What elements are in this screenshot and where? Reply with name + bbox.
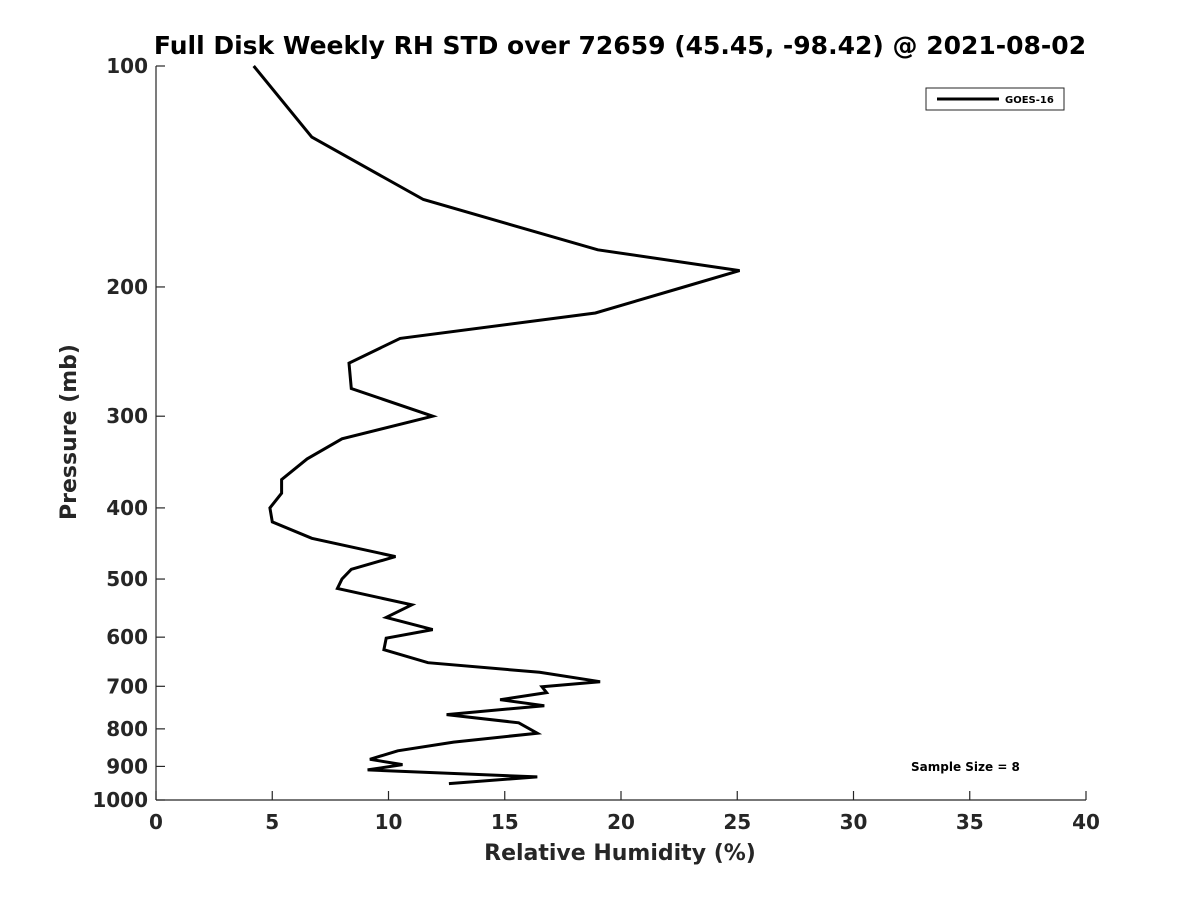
legend-entry-goes-16: GOES-16	[1005, 95, 1054, 106]
y-tick-label: 300	[106, 404, 148, 428]
x-tick-label: 40	[1072, 810, 1100, 834]
y-tick-label: 500	[106, 567, 148, 591]
y-tick-label: 100	[106, 54, 148, 78]
y-axis-label: Pressure (mb)	[57, 344, 82, 520]
x-tick-label: 35	[956, 810, 984, 834]
x-axis-label: Relative Humidity (%)	[484, 841, 756, 866]
y-tick-label: 600	[106, 625, 148, 649]
x-tick-label: 20	[607, 810, 635, 834]
x-tick-label: 25	[723, 810, 751, 834]
y-tick-label: 700	[106, 674, 148, 698]
y-tick-label: 900	[106, 754, 148, 778]
x-axis-ticks: 0 5 10 15 20 25 30 35 40	[149, 791, 1100, 834]
y-tick-label: 200	[106, 275, 148, 299]
y-tick-label: 1000	[92, 788, 148, 812]
series-line-goes-16	[252, 65, 741, 786]
x-tick-label: 10	[375, 810, 403, 834]
x-tick-label: 5	[265, 810, 279, 834]
x-tick-label: 0	[149, 810, 163, 834]
y-tick-label: 800	[106, 717, 148, 741]
x-tick-label: 15	[491, 810, 519, 834]
chart-title: Full Disk Weekly RH STD over 72659 (45.4…	[154, 31, 1086, 60]
sample-size-annotation: Sample Size = 8	[911, 760, 1020, 774]
x-tick-label: 30	[840, 810, 868, 834]
legend: GOES-16	[925, 87, 1065, 111]
y-axis-ticks: 100 200 300 400 500 600 700 800 900 1000	[92, 54, 165, 812]
y-tick-label: 400	[106, 496, 148, 520]
